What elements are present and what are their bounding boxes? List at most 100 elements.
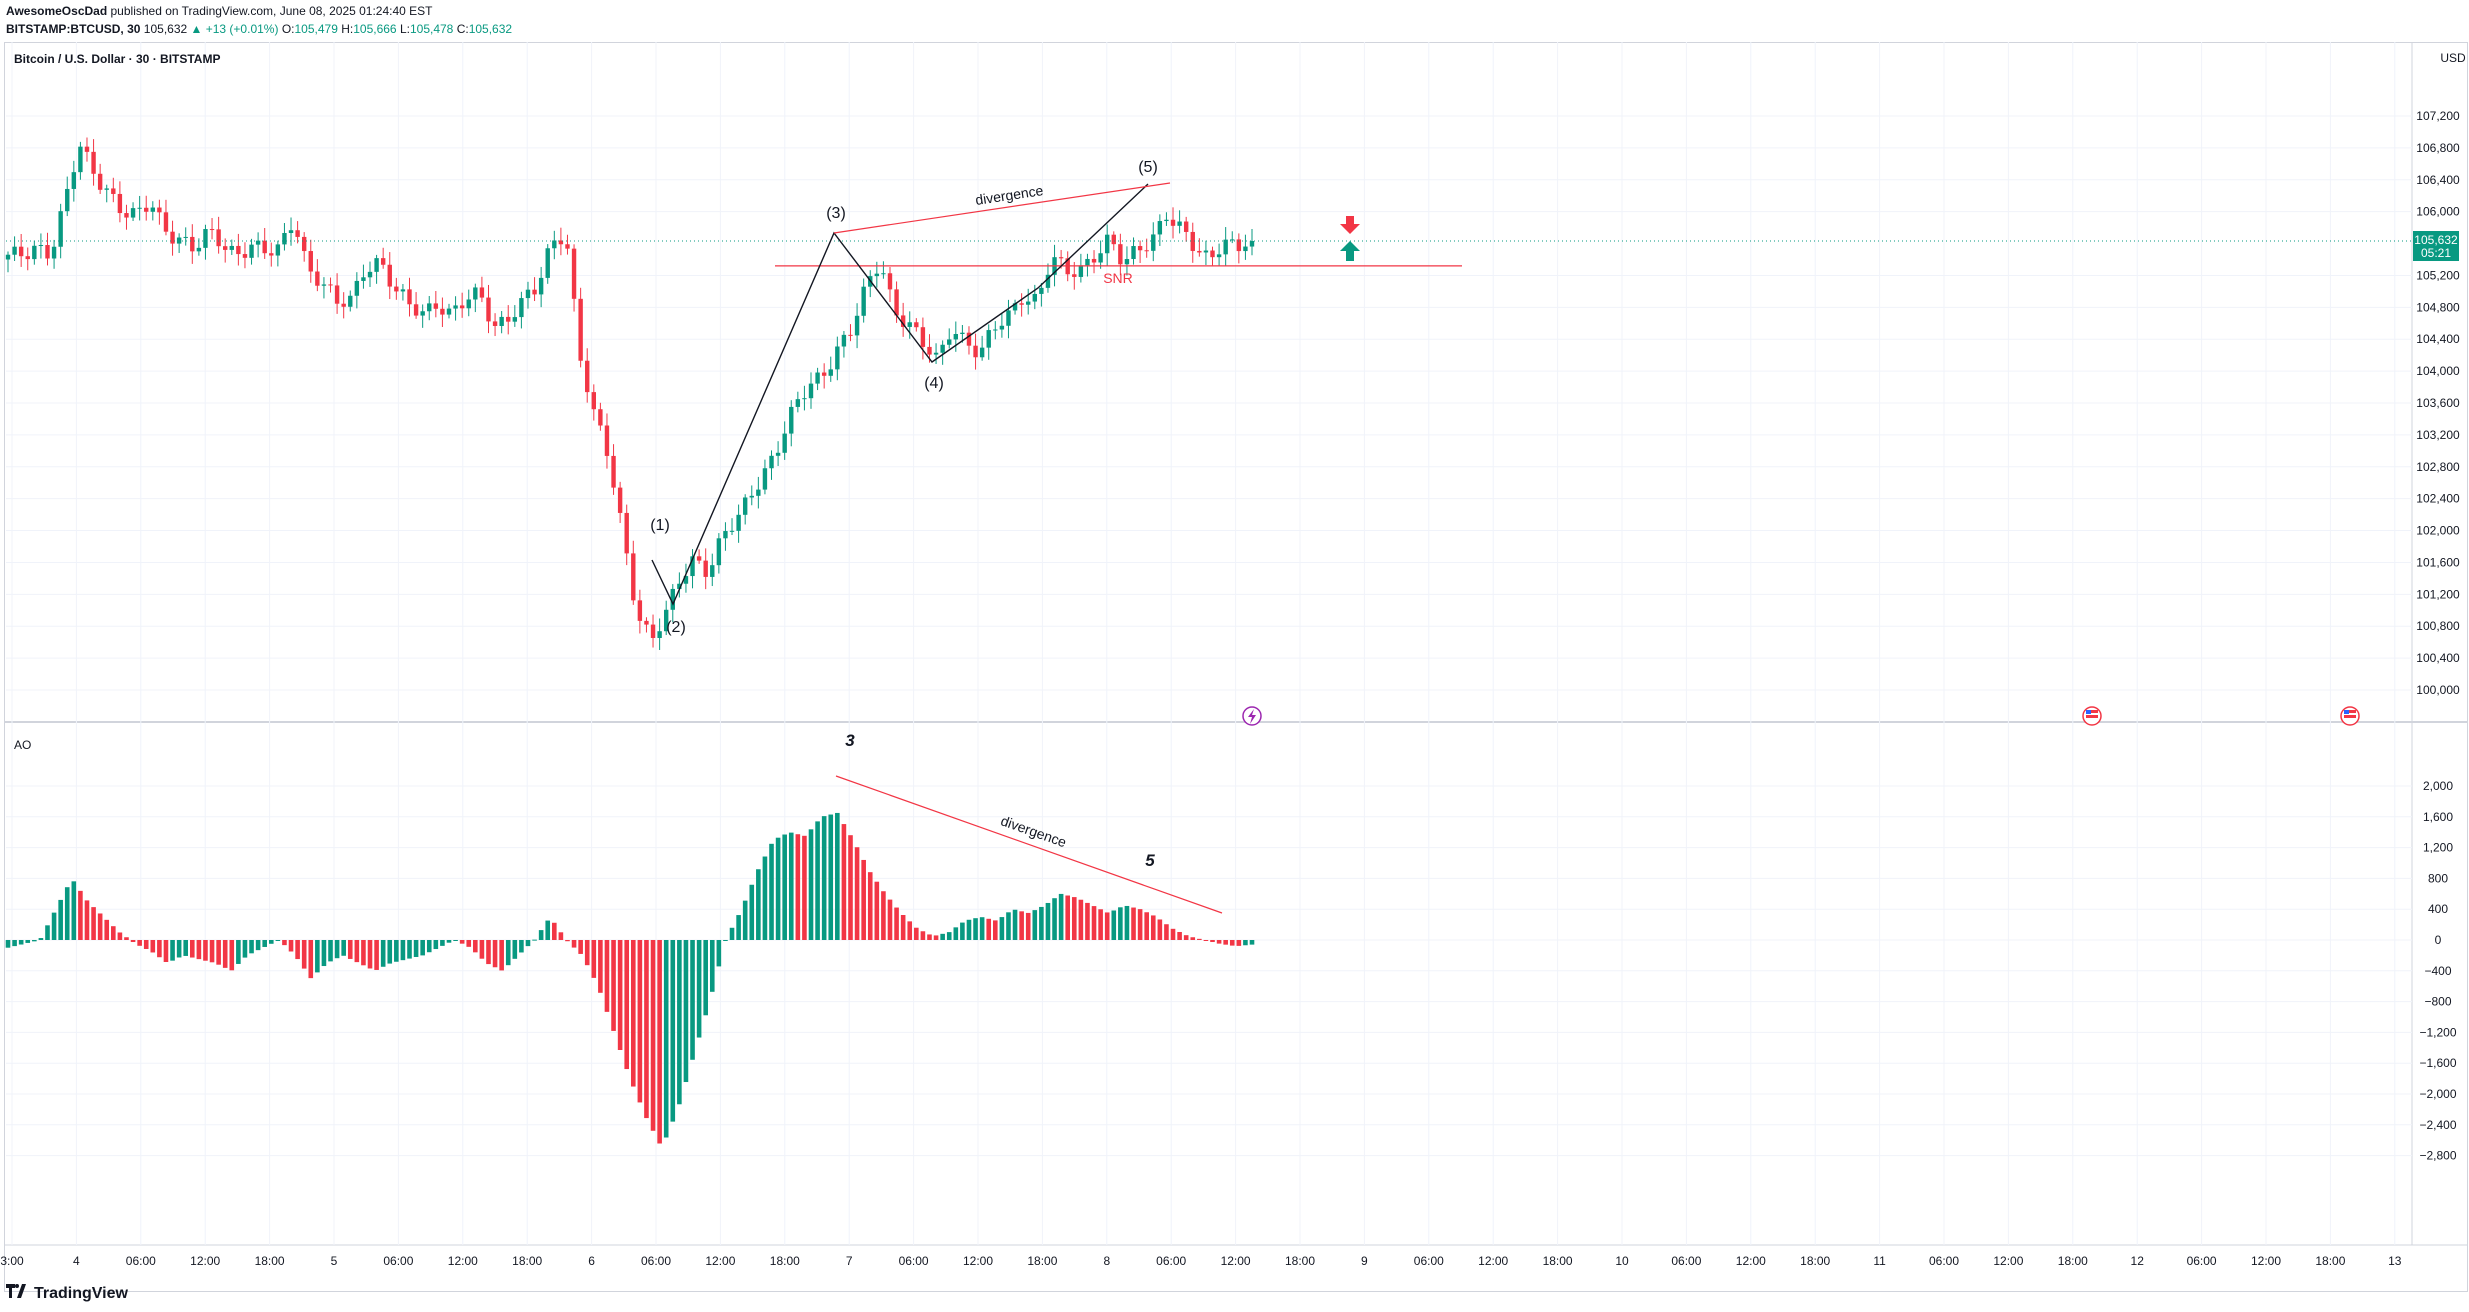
ao-bar bbox=[835, 812, 840, 940]
price-tick: 107,200 bbox=[2416, 109, 2460, 123]
ao-bar bbox=[459, 940, 465, 944]
arrow-up-icon bbox=[1340, 241, 1360, 261]
ao-bar bbox=[1019, 911, 1024, 940]
candle-body bbox=[229, 245, 234, 250]
ao-bar bbox=[611, 940, 616, 1031]
candle-body bbox=[137, 207, 142, 209]
ao-bar bbox=[499, 940, 504, 971]
candle-body bbox=[506, 316, 511, 322]
indicator-label[interactable]: AO bbox=[14, 738, 32, 752]
ao-bar bbox=[920, 931, 926, 940]
tradingview-logo-icon bbox=[6, 1284, 28, 1303]
ao-bar bbox=[584, 940, 590, 966]
candle-body bbox=[1210, 250, 1215, 258]
ao-bar bbox=[756, 869, 761, 940]
ao-bar bbox=[881, 891, 886, 940]
candle-body bbox=[65, 188, 70, 212]
candle-body bbox=[881, 273, 886, 275]
candle-body bbox=[91, 151, 96, 174]
candle-body bbox=[1197, 250, 1202, 253]
high-value: 105,666 bbox=[353, 22, 397, 36]
publisher-name[interactable]: AwesomeOscDad bbox=[6, 4, 108, 18]
ao-bar bbox=[12, 940, 17, 947]
ao-bar bbox=[71, 881, 77, 940]
ao-bar bbox=[1032, 910, 1038, 940]
open-label: O: bbox=[281, 22, 295, 36]
ao-bar bbox=[1243, 940, 1248, 946]
price-tick: 104,800 bbox=[2416, 300, 2460, 314]
wave-label: (4) bbox=[924, 375, 944, 392]
ao-bar bbox=[973, 918, 978, 940]
candle-body bbox=[190, 236, 195, 252]
ao-tick: 2,000 bbox=[2423, 779, 2453, 793]
candle-body bbox=[5, 254, 11, 260]
ao-bar bbox=[216, 940, 221, 965]
symbol-title[interactable]: Bitcoin / U.S. Dollar · 30 · BITSTAMP bbox=[14, 52, 221, 66]
ao-bar bbox=[301, 940, 307, 969]
time-axis: 3:00 4 06:00 12:00 18:00 5 06:00 12:00 18:00 6 06:… bbox=[0, 1254, 2401, 1268]
candle-body bbox=[58, 211, 63, 247]
low-label: L: bbox=[399, 22, 410, 36]
ao-bar bbox=[367, 940, 373, 969]
time-tick: 06:00 bbox=[1156, 1254, 1186, 1268]
candle-body bbox=[394, 286, 399, 292]
time-tick: 06:00 bbox=[2187, 1254, 2217, 1268]
candle-body bbox=[479, 287, 485, 298]
ao-bar bbox=[400, 940, 406, 961]
candle-body bbox=[78, 146, 83, 173]
candle-body bbox=[986, 330, 991, 348]
flag-stripe bbox=[2086, 715, 2098, 718]
price-axis: USD 107,200 106,800 106,400 106,000 105,200 10… bbox=[2416, 51, 2466, 697]
ao-bar bbox=[380, 940, 386, 967]
candle-body bbox=[762, 468, 768, 490]
time-tick: 5 bbox=[331, 1254, 338, 1268]
flag-stripe bbox=[2344, 710, 2356, 713]
ao-bar bbox=[163, 940, 169, 962]
time-tick: 11 bbox=[1873, 1254, 1886, 1268]
ao-bar bbox=[1098, 909, 1103, 940]
footer-brand[interactable]: TradingView bbox=[6, 1284, 128, 1303]
last-price: 105,632 bbox=[143, 22, 188, 36]
time-tick: 12:00 bbox=[1993, 1254, 2023, 1268]
candle-body bbox=[216, 229, 221, 247]
candle-body bbox=[124, 213, 129, 218]
ao-bar bbox=[1216, 940, 1222, 944]
ao-bar bbox=[795, 834, 801, 940]
candle-body bbox=[97, 173, 103, 190]
candle-body bbox=[999, 325, 1005, 330]
wave-label: (3) bbox=[826, 205, 846, 222]
candle-body bbox=[914, 322, 919, 328]
candle-body bbox=[993, 329, 998, 331]
ao-bar bbox=[229, 940, 235, 971]
candle-body bbox=[907, 322, 912, 327]
candle-body bbox=[828, 369, 833, 376]
ao-bar bbox=[894, 907, 899, 940]
candle-body bbox=[427, 303, 432, 312]
candle-body bbox=[973, 345, 978, 358]
candle-body bbox=[1124, 259, 1130, 265]
ao-bar bbox=[1025, 912, 1031, 940]
ao-bar bbox=[637, 940, 643, 1103]
ao-bar bbox=[1157, 919, 1163, 940]
ao-bar bbox=[1006, 912, 1011, 940]
time-tick: 12:00 bbox=[190, 1254, 220, 1268]
candle-body bbox=[683, 576, 689, 584]
candle-body bbox=[1118, 244, 1123, 265]
candle-body bbox=[1243, 246, 1248, 252]
ao-bar bbox=[1111, 910, 1117, 940]
candle-body bbox=[670, 588, 675, 610]
ticker-info: BITSTAMP:BTCUSD, 30 105,632 ▲ +13 (+0.01… bbox=[6, 22, 512, 36]
elliott-wave-line bbox=[651, 183, 1149, 606]
candle-body bbox=[1032, 293, 1037, 302]
candle-body bbox=[236, 245, 241, 255]
arrow-down-icon bbox=[1340, 216, 1360, 234]
candle-body bbox=[1072, 274, 1077, 277]
ao-bar bbox=[742, 900, 748, 940]
price-tick: 104,400 bbox=[2416, 332, 2460, 346]
ao-bar bbox=[519, 940, 524, 953]
ao-bar bbox=[275, 940, 281, 941]
ao-bar bbox=[51, 912, 57, 940]
candle-body bbox=[242, 254, 248, 258]
ao-bar bbox=[565, 940, 570, 942]
